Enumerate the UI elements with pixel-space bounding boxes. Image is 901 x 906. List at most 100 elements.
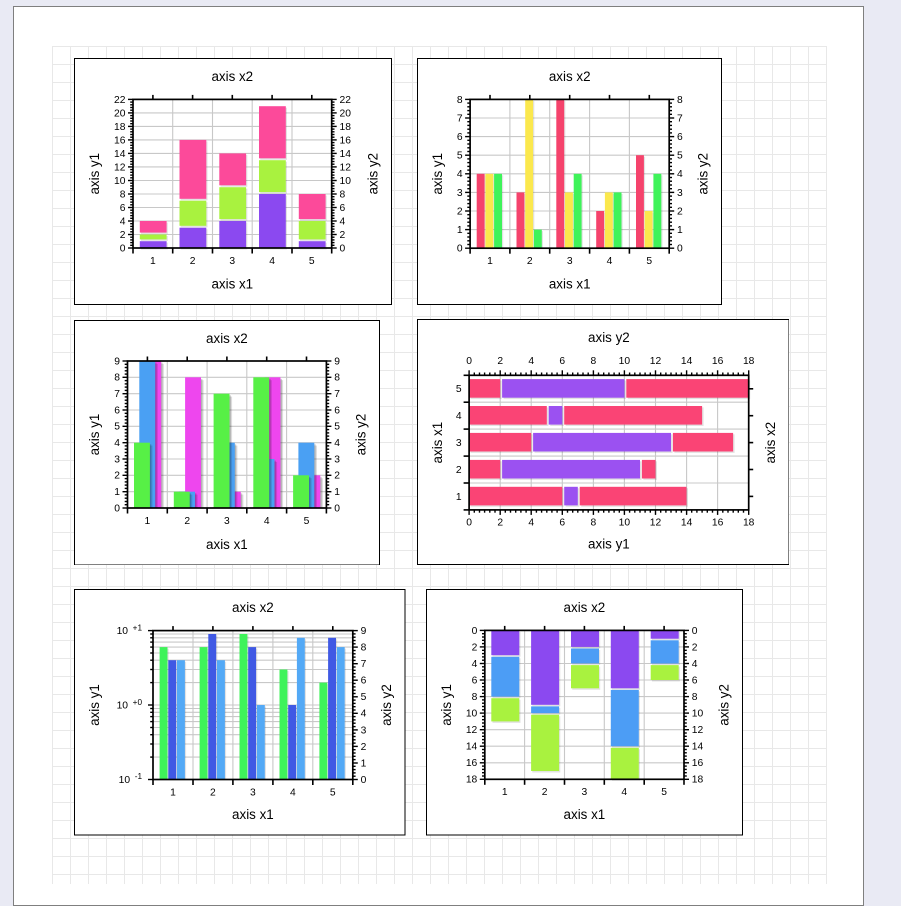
svg-text:10: 10 bbox=[340, 176, 352, 187]
svg-text:0: 0 bbox=[471, 626, 477, 637]
svg-text:5: 5 bbox=[334, 421, 340, 432]
svg-text:3: 3 bbox=[455, 438, 461, 449]
svg-text:9: 9 bbox=[361, 626, 367, 637]
svg-text:16: 16 bbox=[711, 356, 723, 367]
svg-text:2: 2 bbox=[120, 230, 126, 241]
svg-text:12: 12 bbox=[649, 356, 661, 367]
svg-text:axis y2: axis y2 bbox=[354, 413, 369, 455]
svg-text:3: 3 bbox=[334, 454, 340, 465]
svg-text:7: 7 bbox=[456, 113, 462, 124]
svg-text:4: 4 bbox=[361, 709, 367, 720]
svg-text:8: 8 bbox=[114, 372, 120, 383]
svg-text:0: 0 bbox=[466, 356, 472, 367]
svg-text:2: 2 bbox=[334, 470, 340, 481]
svg-text:12: 12 bbox=[465, 725, 477, 736]
svg-text:2: 2 bbox=[190, 256, 196, 267]
svg-text:axis x2: axis x2 bbox=[211, 69, 253, 84]
svg-text:axis y2: axis y2 bbox=[588, 330, 630, 345]
svg-text:axis y2: axis y2 bbox=[379, 684, 394, 726]
svg-text:18: 18 bbox=[742, 356, 754, 367]
svg-text:0: 0 bbox=[114, 503, 120, 514]
svg-text:12: 12 bbox=[340, 162, 352, 173]
svg-text:axis y2: axis y2 bbox=[366, 153, 381, 195]
svg-text:6: 6 bbox=[559, 356, 565, 367]
svg-text:axis y1: axis y1 bbox=[430, 153, 445, 195]
svg-text:6: 6 bbox=[691, 675, 697, 686]
svg-text:5: 5 bbox=[661, 787, 667, 798]
svg-text:3: 3 bbox=[361, 725, 367, 736]
svg-text:8: 8 bbox=[334, 372, 340, 383]
svg-text:4: 4 bbox=[691, 659, 697, 670]
svg-text:16: 16 bbox=[691, 758, 703, 769]
svg-text:axis y1: axis y1 bbox=[87, 413, 102, 455]
svg-text:2: 2 bbox=[471, 642, 477, 653]
svg-text:axis x1: axis x1 bbox=[563, 807, 605, 822]
svg-text:16: 16 bbox=[465, 758, 477, 769]
svg-text:10: 10 bbox=[618, 517, 630, 528]
svg-text:6: 6 bbox=[677, 132, 683, 143]
svg-text:5: 5 bbox=[456, 151, 462, 162]
svg-text:axis x1: axis x1 bbox=[211, 277, 253, 292]
svg-text:14: 14 bbox=[340, 149, 352, 160]
svg-text:0: 0 bbox=[340, 243, 346, 254]
svg-text:8: 8 bbox=[691, 692, 697, 703]
svg-text:20: 20 bbox=[340, 108, 352, 119]
svg-text:8: 8 bbox=[120, 189, 126, 200]
svg-text:4: 4 bbox=[340, 216, 346, 227]
svg-text:4: 4 bbox=[269, 256, 275, 267]
svg-text:8: 8 bbox=[471, 692, 477, 703]
svg-text:5: 5 bbox=[114, 421, 120, 432]
svg-text:6: 6 bbox=[456, 132, 462, 143]
svg-text:3: 3 bbox=[250, 787, 256, 798]
svg-text:4: 4 bbox=[290, 787, 296, 798]
svg-text:22: 22 bbox=[114, 95, 126, 106]
svg-text:1: 1 bbox=[487, 256, 493, 267]
svg-text:3: 3 bbox=[229, 256, 235, 267]
svg-text:3: 3 bbox=[224, 515, 230, 526]
svg-text:0: 0 bbox=[334, 503, 340, 514]
svg-text:4: 4 bbox=[677, 169, 683, 180]
svg-text:4: 4 bbox=[455, 411, 461, 422]
svg-text:axis x1: axis x1 bbox=[430, 422, 445, 464]
svg-text:6: 6 bbox=[114, 405, 120, 416]
svg-text:5: 5 bbox=[361, 692, 367, 703]
svg-text:10: 10 bbox=[691, 709, 703, 720]
svg-text:4: 4 bbox=[528, 517, 534, 528]
svg-text:4: 4 bbox=[621, 787, 627, 798]
svg-text:14: 14 bbox=[680, 517, 692, 528]
svg-text:8: 8 bbox=[677, 95, 683, 106]
svg-text:12: 12 bbox=[114, 162, 126, 173]
svg-text:1: 1 bbox=[455, 492, 461, 503]
svg-text:9: 9 bbox=[334, 356, 340, 367]
svg-text:6: 6 bbox=[334, 405, 340, 416]
svg-text:5: 5 bbox=[646, 256, 652, 267]
svg-text:12: 12 bbox=[691, 725, 703, 736]
svg-text:0: 0 bbox=[456, 244, 462, 255]
svg-text:16: 16 bbox=[340, 135, 352, 146]
svg-text:axis x1: axis x1 bbox=[206, 537, 248, 552]
svg-text:14: 14 bbox=[465, 742, 477, 753]
svg-text:axis y1: axis y1 bbox=[87, 153, 102, 195]
svg-text:10: 10 bbox=[465, 709, 477, 720]
svg-text:5: 5 bbox=[309, 256, 315, 267]
svg-text:8: 8 bbox=[590, 517, 596, 528]
svg-text:2: 2 bbox=[497, 517, 503, 528]
svg-text:2: 2 bbox=[691, 642, 697, 653]
svg-text:1: 1 bbox=[456, 225, 462, 236]
svg-text:6: 6 bbox=[361, 676, 367, 687]
svg-text:2: 2 bbox=[541, 787, 547, 798]
svg-text:3: 3 bbox=[581, 787, 587, 798]
svg-text:10: 10 bbox=[114, 176, 126, 187]
svg-text:6: 6 bbox=[120, 203, 126, 214]
svg-text:7: 7 bbox=[334, 389, 340, 400]
svg-text:axis y1: axis y1 bbox=[87, 684, 102, 726]
svg-text:2: 2 bbox=[497, 356, 503, 367]
svg-text:2: 2 bbox=[184, 515, 190, 526]
svg-text:axis x2: axis x2 bbox=[232, 600, 274, 615]
svg-text:6: 6 bbox=[559, 517, 565, 528]
svg-text:18: 18 bbox=[742, 517, 754, 528]
svg-text:axis x1: axis x1 bbox=[232, 807, 274, 822]
svg-text:4: 4 bbox=[456, 169, 462, 180]
svg-text:18: 18 bbox=[340, 122, 352, 133]
svg-text:axis x2: axis x2 bbox=[206, 330, 248, 345]
